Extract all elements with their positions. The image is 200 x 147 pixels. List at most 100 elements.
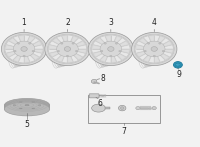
Polygon shape — [25, 36, 35, 47]
Ellipse shape — [20, 32, 28, 66]
Ellipse shape — [98, 33, 106, 67]
Polygon shape — [50, 50, 64, 57]
Polygon shape — [157, 51, 169, 60]
Ellipse shape — [61, 42, 63, 44]
Polygon shape — [18, 35, 24, 46]
Text: 7: 7 — [121, 127, 126, 136]
Ellipse shape — [59, 33, 67, 66]
Ellipse shape — [21, 47, 27, 51]
Polygon shape — [5, 45, 20, 49]
Bar — [88, 95, 160, 123]
Ellipse shape — [102, 33, 111, 66]
Ellipse shape — [148, 33, 156, 66]
Polygon shape — [154, 52, 160, 63]
Ellipse shape — [13, 41, 35, 57]
Ellipse shape — [14, 50, 16, 52]
Ellipse shape — [29, 42, 31, 44]
Ellipse shape — [5, 35, 44, 63]
Polygon shape — [113, 51, 126, 60]
Ellipse shape — [143, 41, 165, 57]
Ellipse shape — [151, 47, 157, 51]
Text: 5: 5 — [25, 120, 29, 129]
Ellipse shape — [66, 55, 69, 57]
Ellipse shape — [4, 99, 50, 113]
Polygon shape — [139, 38, 152, 47]
Ellipse shape — [152, 107, 156, 110]
Ellipse shape — [106, 32, 114, 66]
Ellipse shape — [115, 42, 118, 44]
Polygon shape — [136, 45, 150, 49]
Polygon shape — [9, 38, 22, 47]
Ellipse shape — [88, 32, 134, 66]
Ellipse shape — [134, 34, 174, 64]
Ellipse shape — [23, 55, 25, 57]
Ellipse shape — [104, 33, 112, 66]
Ellipse shape — [17, 33, 25, 66]
Ellipse shape — [61, 33, 69, 66]
Ellipse shape — [4, 101, 50, 115]
Polygon shape — [96, 38, 108, 47]
Ellipse shape — [15, 33, 23, 66]
Ellipse shape — [104, 42, 106, 44]
Ellipse shape — [38, 105, 41, 106]
Polygon shape — [52, 38, 65, 47]
Ellipse shape — [4, 102, 50, 115]
Polygon shape — [69, 36, 78, 47]
Polygon shape — [70, 51, 83, 60]
Ellipse shape — [144, 50, 146, 52]
Ellipse shape — [108, 47, 114, 51]
Text: 9: 9 — [176, 70, 181, 79]
Ellipse shape — [64, 47, 71, 51]
Polygon shape — [27, 41, 42, 48]
Polygon shape — [111, 52, 117, 63]
Ellipse shape — [91, 35, 130, 63]
Text: 2: 2 — [65, 18, 70, 32]
Ellipse shape — [118, 105, 126, 111]
Text: 6: 6 — [98, 100, 103, 108]
Polygon shape — [93, 50, 108, 57]
Ellipse shape — [136, 107, 140, 110]
Ellipse shape — [57, 50, 60, 52]
Polygon shape — [112, 36, 122, 47]
Polygon shape — [28, 49, 43, 53]
Ellipse shape — [99, 33, 107, 66]
Ellipse shape — [119, 50, 121, 52]
Ellipse shape — [4, 100, 50, 114]
Polygon shape — [24, 52, 30, 63]
Ellipse shape — [145, 33, 153, 66]
Ellipse shape — [120, 107, 124, 109]
Ellipse shape — [57, 41, 78, 57]
Polygon shape — [26, 51, 39, 60]
Ellipse shape — [159, 42, 161, 44]
Ellipse shape — [18, 33, 26, 66]
Ellipse shape — [173, 62, 182, 68]
Polygon shape — [114, 41, 129, 48]
Polygon shape — [6, 50, 21, 57]
Ellipse shape — [11, 33, 20, 67]
Ellipse shape — [132, 32, 177, 66]
Ellipse shape — [146, 33, 154, 66]
Ellipse shape — [4, 101, 50, 114]
Ellipse shape — [100, 33, 108, 66]
Ellipse shape — [142, 33, 150, 67]
Ellipse shape — [14, 33, 22, 66]
Polygon shape — [71, 41, 85, 48]
Ellipse shape — [4, 34, 44, 64]
Ellipse shape — [19, 32, 27, 66]
Ellipse shape — [143, 33, 151, 66]
Polygon shape — [158, 41, 172, 48]
Polygon shape — [155, 36, 165, 47]
Ellipse shape — [144, 33, 152, 66]
Polygon shape — [105, 35, 111, 46]
Ellipse shape — [25, 105, 29, 106]
Ellipse shape — [62, 32, 70, 66]
Text: 8: 8 — [100, 74, 105, 83]
Ellipse shape — [63, 32, 72, 66]
Ellipse shape — [153, 55, 155, 57]
Ellipse shape — [13, 105, 16, 106]
FancyBboxPatch shape — [89, 94, 99, 98]
Ellipse shape — [91, 34, 131, 64]
Polygon shape — [158, 49, 173, 53]
Ellipse shape — [101, 33, 110, 66]
Polygon shape — [100, 51, 110, 62]
